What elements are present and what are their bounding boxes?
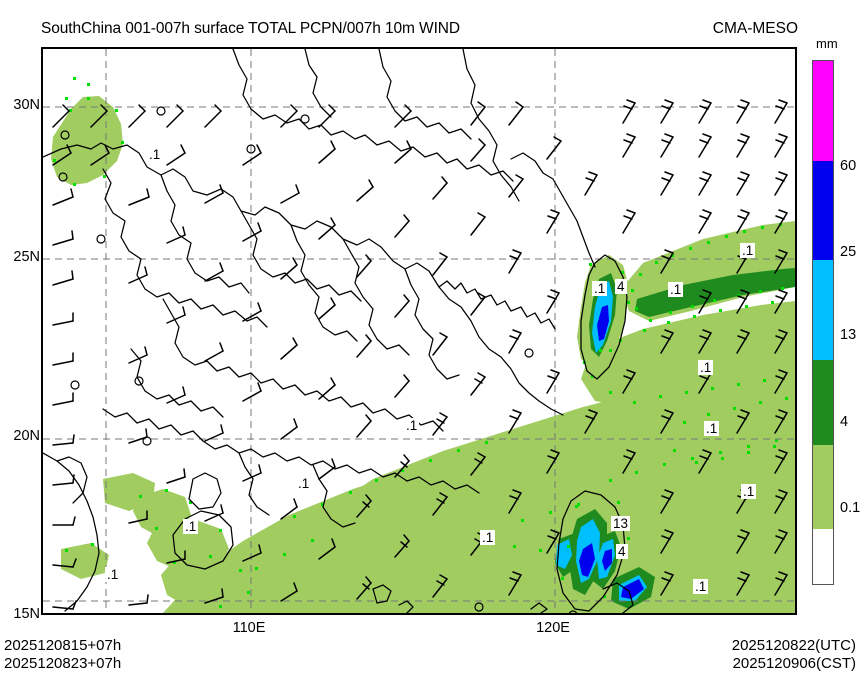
model-tag: CMA-MESO — [712, 20, 798, 37]
contour-label: .1 — [592, 281, 608, 296]
colorbar-tick-13: 13 — [840, 327, 857, 343]
contour-label: .1 — [698, 360, 714, 375]
footer-valid-time-utc: 2025120822(UTC) — [731, 637, 856, 654]
precip-fill-25mm — [579, 305, 644, 599]
contour-label: .1 — [105, 567, 121, 582]
colorbar-unit-label: mm — [816, 36, 838, 51]
contour-label: .1 — [404, 418, 420, 433]
colorbar-segment-4-13 — [813, 359, 833, 445]
map-plot-area[interactable]: .1 .1 .1 4 .1 .1 .1 .1 .1 .1 .1 13 4 .1 … — [41, 47, 797, 615]
colorbar-tick-0p1: 0.1 — [840, 500, 860, 516]
xtick-label-120e: 120E — [536, 620, 570, 636]
contour-label: 13 — [611, 516, 631, 531]
coastline-and-borders — [43, 49, 634, 613]
contour-label: .1 — [147, 147, 163, 162]
colorbar-segment-below-0.1 — [813, 529, 833, 584]
footer-init-time: 2025120815+07h — [4, 637, 122, 654]
ytick-label-20n: 20N — [13, 428, 40, 444]
ytick-label-25n: 25N — [13, 249, 40, 265]
xtick-label-110e: 110E — [232, 620, 266, 636]
contour-label: .1 — [480, 530, 496, 545]
contour-label: 4 — [615, 279, 627, 294]
contour-label: .1 — [668, 282, 684, 297]
contour-label: .1 — [296, 476, 312, 491]
colorbar-segment-60plus — [813, 61, 833, 161]
colorbar-segment-13-25 — [813, 260, 833, 360]
ytick-label-30n: 30N — [13, 97, 40, 113]
colorbar-tick-25: 25 — [840, 244, 857, 260]
wind-barbs — [52, 99, 788, 610]
footer-valid-time-cst: 2025120906(CST) — [732, 655, 856, 672]
colorbar-tick-60: 60 — [840, 158, 857, 174]
colorbar-segment-25-60 — [813, 160, 833, 261]
footer-init-time-local: 2025120823+07h — [4, 655, 122, 672]
colorbar[interactable] — [812, 60, 834, 585]
colorbar-tick-4: 4 — [840, 414, 849, 430]
contour-label: .1 — [740, 243, 756, 258]
contour-label: .1 — [183, 519, 199, 534]
map-canvas — [43, 49, 795, 613]
contour-label: .1 — [741, 484, 757, 499]
contour-label: .1 — [704, 421, 720, 436]
station-markers — [58, 106, 578, 613]
contour-label: .1 — [693, 579, 709, 594]
contour-label: 4 — [616, 544, 628, 559]
ytick-label-15n: 15N — [13, 606, 40, 622]
colorbar-segment-0.1-4 — [813, 444, 833, 530]
page-title: SouthChina 001-007h surface TOTAL PCPN/0… — [41, 20, 460, 37]
